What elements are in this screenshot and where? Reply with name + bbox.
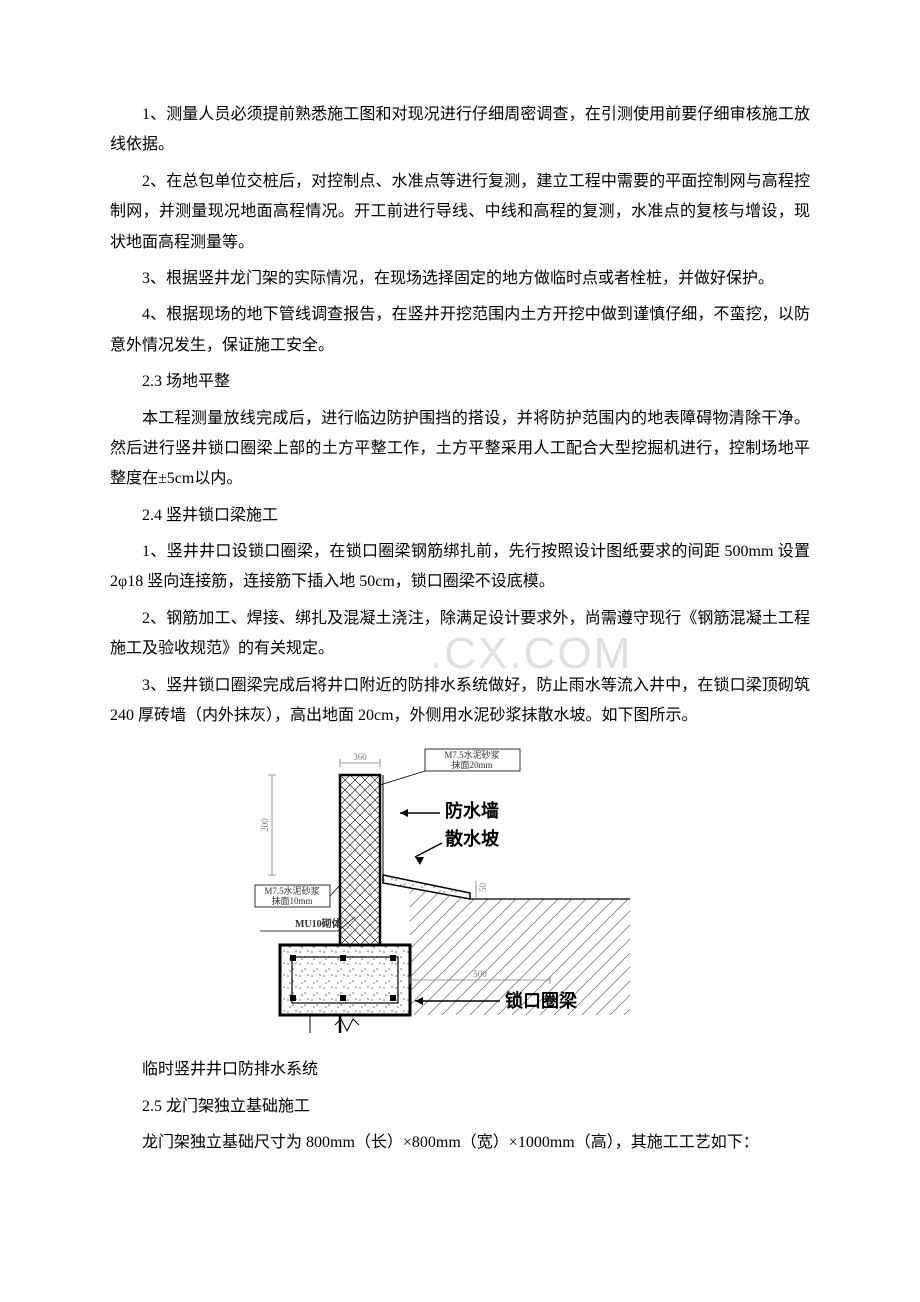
paragraph-7: 2、钢筋加工、焊接、绑扎及混凝土浇注，除满足设计要求外，尚需遵守现行《钢筋混凝土… (110, 604, 810, 665)
paragraph-6: 1、竖井井口设锁口圈梁，在锁口圈梁钢筋绑扎前，先行按照设计图纸要求的间距 500… (110, 537, 810, 598)
svg-text:50: 50 (478, 883, 488, 893)
svg-text:200: 200 (260, 818, 270, 832)
svg-text:M7.5水泥砂浆: M7.5水泥砂浆 (444, 749, 499, 760)
drainage-diagram: 360M7.5水泥砂浆抹面20mm50200M7.5水泥砂浆抹面10mmMU10… (250, 745, 670, 1045)
paragraph-4: 4、根据现场的地下管线调查报告，在竖井开挖范围内土方开挖中做到谨慎仔细，不蛮挖，… (110, 300, 810, 361)
paragraph-3: 3、根据竖井龙门架的实际情况，在现场选择固定的地方做临时点或者栓桩，并做好保护。 (110, 264, 810, 294)
paragraph-8: 3、竖井锁口圈梁完成后将井口附近的防排水系统做好，防止雨水等流入井中，在锁口梁顶… (110, 671, 810, 732)
section-2-4-title: 2.4 竖井锁口梁施工 (110, 501, 810, 531)
paragraph-1: 1、测量人员必须提前熟悉施工图和对现况进行仔细周密调查，在引测使用前要仔细审核施… (110, 100, 810, 161)
svg-text:MU10砌体: MU10砌体 (295, 917, 343, 930)
diagram-caption: 临时竖井井口防排水系统 (110, 1055, 810, 1085)
paragraph-2: 2、在总包单位交桩后，对控制点、水准点等进行复测，建立工程中需要的平面控制网与高… (110, 167, 810, 258)
svg-text:抹面20mm: 抹面20mm (451, 759, 492, 770)
paragraph-9: 龙门架独立基础尺寸为 800mm（长）×800mm（宽）×1000mm（高），其… (110, 1128, 810, 1158)
svg-text:360: 360 (353, 752, 367, 762)
svg-text:500: 500 (473, 969, 487, 979)
paragraph-5: 本工程测量放线完成后，进行临边防护围挡的搭设，并将防护范围内的地表障碍物清除干净… (110, 404, 810, 495)
svg-text:抹面10mm: 抹面10mm (271, 895, 312, 906)
svg-text:M7.5水泥砂浆: M7.5水泥砂浆 (264, 885, 319, 896)
svg-text:散水坡: 散水坡 (445, 828, 500, 849)
diagram-container: 360M7.5水泥砂浆抹面20mm50200M7.5水泥砂浆抹面10mmMU10… (110, 745, 810, 1045)
svg-text:防水墙: 防水墙 (445, 800, 499, 821)
section-2-3-title: 2.3 场地平整 (110, 367, 810, 397)
svg-text:锁口圈梁: 锁口圈梁 (505, 990, 578, 1011)
section-2-5-title: 2.5 龙门架独立基础施工 (110, 1092, 810, 1122)
